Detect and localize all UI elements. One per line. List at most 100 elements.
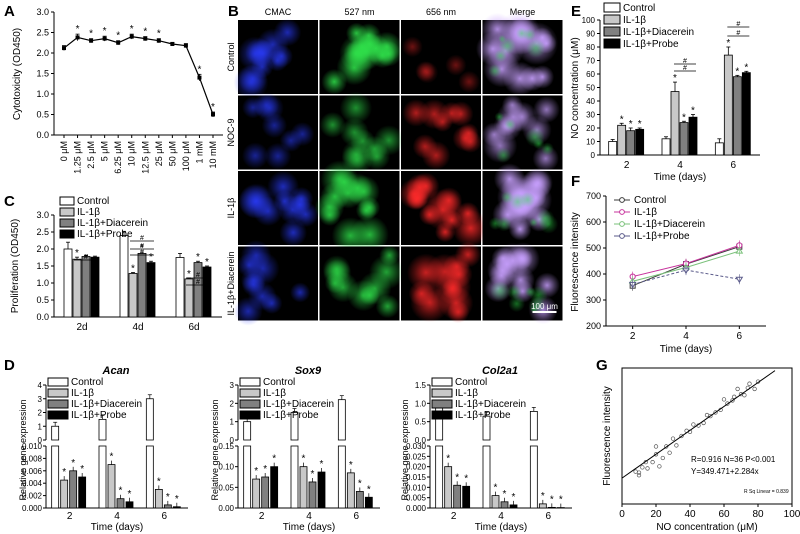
panel-a-x-tick-label: 5 μM (100, 141, 110, 161)
panel-d-col2a1-lower-y-tick-label: 0.025 (406, 452, 427, 461)
panel-d-acan-control-bar-upper (145, 398, 154, 441)
panel-g-scatter-point (660, 455, 665, 461)
panel-b-fluorescence-blob (264, 142, 292, 170)
panel-d-acan-bar (60, 479, 69, 509)
panel-d-col2a1-legend-swatch-control (431, 377, 453, 387)
panel-a-x-tick-label: 0 μM (59, 141, 69, 161)
panel-b-merge-overlay-blob (523, 28, 536, 42)
panel-d-sox9-significance-star: * (302, 454, 306, 465)
panel-b-fluorescence-blob (237, 253, 262, 278)
panel-g-scatter-point (747, 381, 752, 386)
panel-c-proliferation-chart: 0.0 0.5 1.0 1.5 2.0 2.5 3.0 2d * 4d * * * 6d * * * Prolif… (10, 196, 222, 333)
panel-c-y-tick-label: 2.5 (36, 227, 49, 237)
panel-b-fluorescence-blob (371, 31, 403, 63)
panel-e-legend-swatch-control (603, 2, 621, 13)
panel-g-scatter-point (653, 444, 659, 449)
panel-e-bar (679, 122, 689, 156)
panel-g-scatter-point (633, 469, 638, 474)
panel-d-acan-chart: Acan 0 1 2 3 4 0.000 0.002 0.004 0.006 0.008 0.010R… (18, 365, 188, 533)
panel-d-col2a1-legend-label-il1b_diacerein: IL-1β+Diacerein (455, 399, 526, 410)
panel-c-significance-star: * (75, 248, 79, 259)
panel-d-acan-bar (163, 504, 172, 509)
panel-d-acan-legend-swatch-il1b_diacerein (47, 399, 69, 409)
panel-d-col2a1-lower-y-tick-label: 0.000 (406, 504, 427, 513)
panel-d-acan-upper-y-tick-label: 0 (38, 436, 43, 445)
panel-d-col2a1-upper-y-tick-label: 0.0 (415, 436, 427, 445)
panel-d-acan-lower-y-tick-label: 0.000 (22, 504, 43, 513)
panel-g-scatter-point (708, 413, 713, 419)
panel-g-scatter-point (691, 422, 696, 427)
panel-e-hash-mark: # (683, 58, 687, 65)
panel-d-acan-significance-star: * (71, 458, 75, 469)
panel-b-fluorescence-blob (233, 65, 269, 100)
panel-a-significance-star: * (198, 64, 202, 75)
panel-d-col2a1-legend-label-il1b_probe: IL-1β+Probe (455, 410, 511, 421)
panel-d-col2a1-bar (547, 506, 556, 509)
panel-e-x-axis-label: Time (days) (654, 172, 706, 183)
panel-a-data-line (63, 35, 214, 115)
panel-a-data-point (129, 34, 134, 39)
panel-d-sox9-bar (364, 496, 373, 509)
panel-d-acan-significance-star: * (119, 486, 123, 497)
panel-b-fluorescence-blob (416, 61, 439, 84)
panel-a-x-tick-label: 12.5 μM (140, 141, 150, 174)
panel-d-col2a1-control-bar-lower (529, 445, 538, 509)
panel-d-sox9-legend-label-il1b: IL-1β (263, 388, 286, 399)
panel-d-sox9-x-tick-label: 4 (306, 511, 312, 522)
panel-d-acan-control-bar-lower (51, 445, 60, 509)
panel-b-fluorescence-blob (253, 92, 280, 119)
panel-g-plot-frame (621, 367, 793, 505)
panel-d-sox9-upper-y-tick-label: 0 (230, 436, 235, 445)
panel-label-d: D (4, 357, 15, 374)
panel-e-y-tick-label: 70 (586, 57, 595, 66)
panel-d-sox9-bar (299, 466, 308, 509)
panel-b-fluorescence-blob (341, 140, 371, 170)
panel-e-bar (732, 76, 742, 156)
panel-e-y-tick-label: 10 (586, 138, 595, 147)
panel-g-scatter-point (732, 394, 737, 399)
panel-c-x-tick-label: 2d (76, 322, 87, 333)
panel-a-data-point (116, 40, 121, 45)
panel-d-col2a1-x-axis-label: Time (days) (475, 522, 527, 533)
panel-f-legend-label-il1b_probe: IL-1β+Probe (634, 231, 690, 242)
panel-d-col2a1-significance-star: * (455, 472, 459, 483)
panel-b-fluorescence-blob (530, 65, 555, 89)
panel-b-merge-overlay-blob (536, 209, 555, 228)
panel-f-legend-marker (619, 233, 625, 239)
panel-c-significance-star: * (131, 263, 135, 274)
panel-c-legend-label-il1b: IL-1β (77, 207, 100, 218)
panel-d-col2a1-x-tick-label: 4 (498, 511, 504, 522)
panel-d-sox9-title: Sox9 (295, 365, 322, 377)
panel-d-col2a1-x-tick-label: 6 (546, 511, 552, 522)
panel-b-fluorescence-blob (290, 122, 315, 147)
panel-b-merge-overlay-blob (533, 138, 545, 150)
panel-e-y-tick-label: 80 (586, 43, 595, 52)
panel-d-acan-lower-y-tick-label: 0.008 (22, 454, 43, 463)
panel-b-fluorescence-blob (273, 18, 302, 47)
panel-d-sox9-x-axis-label: Time (days) (283, 522, 335, 533)
panel-a-significance-star: * (103, 26, 107, 37)
panel-d-col2a1-title: Col2a1 (482, 365, 518, 377)
panel-c-bar (137, 253, 147, 318)
panel-c-legend-label-il1b_probe: IL-1β+Probe (77, 229, 133, 240)
panel-a-cytotoxicity-chart: 0.0 0.5 1.0 1.5 2.0 2.5 3.0 0 μM 1.25 μM 2.5 μM 5 … (12, 7, 223, 174)
panel-b-merge-overlay-blob (488, 64, 502, 78)
panel-d-acan-significance-star: * (128, 489, 132, 500)
panel-d-col2a1-legend-swatch-il1b_probe (431, 410, 453, 420)
panel-d-col2a1-upper-y-tick-label: 0.5 (415, 418, 427, 427)
panel-c-bar (63, 248, 73, 318)
panel-e-bar (626, 130, 636, 156)
panel-d-acan-legend-label-il1b_probe: IL-1β+Probe (71, 410, 127, 421)
panel-d-col2a1-legend-swatch-il1b (431, 388, 453, 398)
panel-b-fluorescence-blob (402, 99, 430, 127)
panel-g-scatter-point (645, 466, 650, 471)
panel-b-fluorescence-blob (279, 218, 308, 247)
panel-d-acan-bar (172, 506, 181, 509)
panel-d-sox9-x-tick-label: 2 (259, 511, 265, 522)
panel-b-merge-overlay-blob (496, 216, 512, 232)
panel-e-bar (635, 128, 645, 156)
panel-d-sox9-control-bar-upper (337, 399, 346, 441)
panel-a-data-point (183, 43, 188, 48)
panel-d-col2a1-legend-label-control: Control (455, 377, 487, 388)
panel-b-row-label: NOC-9 (226, 118, 236, 146)
